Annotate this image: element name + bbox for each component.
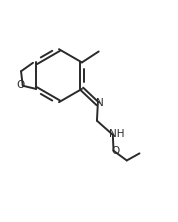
Text: O: O [112,146,120,156]
Text: N: N [96,98,104,108]
Text: NH: NH [109,129,124,139]
Text: O: O [17,80,25,90]
